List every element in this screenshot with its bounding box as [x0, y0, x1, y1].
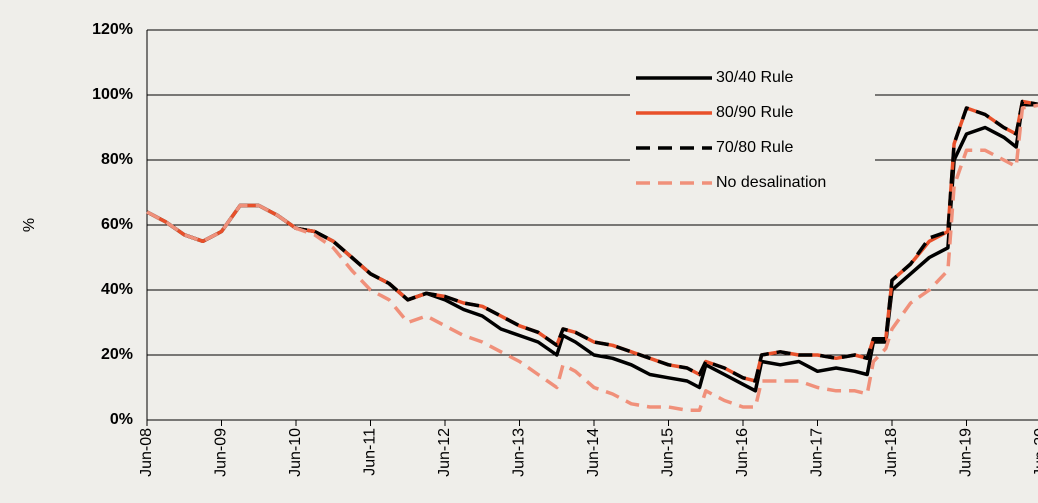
series-line: [146, 103, 1038, 413]
y-tick-label: 0%: [110, 411, 133, 428]
y-tick-label: 100%: [92, 86, 133, 103]
y-tick-label: 40%: [101, 281, 133, 298]
x-tick-label: Jun-08: [138, 428, 155, 477]
legend-label: No desalination: [716, 174, 826, 191]
x-tick-label: Jun-11: [362, 428, 379, 476]
x-tick-label: Jun-15: [660, 428, 677, 477]
x-tick-label: Jun-10: [287, 428, 304, 477]
legend-label: 80/90 Rule: [716, 104, 793, 121]
x-tick-label: Jun-17: [809, 428, 826, 477]
x-tick-label: Jun-09: [213, 428, 230, 477]
x-tick-label: Jun-19: [958, 428, 975, 477]
x-tick-label: Jun-18: [883, 428, 900, 477]
x-tick-label: Jun-13: [511, 428, 528, 477]
series-line: [146, 99, 1038, 383]
y-tick-label: 20%: [101, 346, 133, 363]
legend-background: [630, 62, 875, 204]
x-tick-label: Jun-12: [436, 428, 453, 477]
legend-label: 30/40 Rule: [716, 69, 793, 86]
y-tick-label: 120%: [92, 21, 133, 38]
x-tick-label: Jun-16: [734, 428, 751, 477]
y-axis-label: %: [21, 218, 38, 232]
legend-label: 70/80 Rule: [716, 139, 793, 156]
x-tick-label: Jun-20: [1032, 428, 1038, 477]
x-tick-label: Jun-14: [585, 428, 602, 477]
y-tick-label: 60%: [101, 216, 133, 233]
y-tick-label: 80%: [101, 151, 133, 168]
